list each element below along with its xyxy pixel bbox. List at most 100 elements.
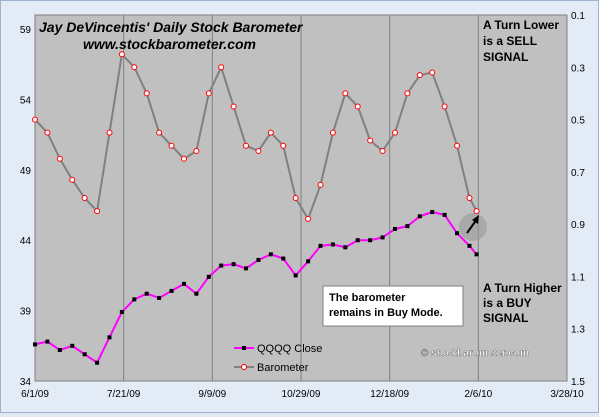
data-point (82, 352, 87, 357)
data-point (342, 90, 349, 97)
x-tick-label: 10/29/09 (282, 389, 321, 400)
y-left-tick-label: 34 (20, 377, 32, 388)
data-point (81, 195, 88, 201)
data-point (168, 142, 175, 149)
data-point (329, 129, 336, 136)
data-point (107, 335, 112, 340)
legend-label-qqqq: QQQQ Close (257, 343, 322, 355)
data-point (417, 214, 422, 219)
y-left-tick-label: 44 (20, 236, 32, 247)
data-point (244, 266, 249, 271)
data-point (430, 210, 435, 215)
y-right-tick-label: 0.3 (571, 63, 585, 74)
data-point (343, 245, 348, 250)
data-point (280, 142, 287, 149)
data-point (404, 90, 411, 97)
data-point (466, 195, 473, 201)
data-point (118, 51, 125, 58)
sell-signal-annotation: A Turn Lower is a SELL SIGNAL (483, 18, 559, 64)
x-tick-label: 3/28/10 (550, 389, 584, 400)
data-point (230, 103, 237, 110)
data-point (218, 64, 225, 71)
data-point (94, 208, 101, 215)
data-point (467, 243, 472, 248)
y-right-tick-label: 1.3 (571, 325, 585, 336)
x-tick-label: 9/9/09 (198, 389, 226, 400)
signal-arrow-icon (459, 213, 487, 241)
data-point (354, 103, 361, 110)
data-point (144, 291, 149, 296)
series-1 (32, 51, 480, 222)
y-left-tick-labels: 34 39 44 49 54 59 (20, 25, 32, 388)
buy-mode-line-2: remains in Buy Mode. (329, 307, 443, 319)
data-point (45, 339, 50, 344)
data-point (181, 281, 186, 286)
x-tick-label: 12/18/09 (370, 389, 409, 400)
buy-mode-box: The barometer remains in Buy Mode. (322, 285, 464, 327)
data-point (379, 147, 386, 154)
y-right-tick-label: 0.7 (571, 168, 585, 179)
data-point (169, 288, 174, 293)
data-point (194, 291, 199, 296)
data-point (219, 263, 224, 268)
data-point (392, 226, 397, 231)
buy-annotation-line-3: SIGNAL (483, 311, 528, 325)
data-point (368, 238, 373, 243)
data-point (69, 176, 76, 183)
data-point (474, 252, 479, 257)
sell-annotation-line-2: is a SELL (483, 34, 537, 48)
data-point (442, 212, 447, 217)
data-point (33, 342, 37, 347)
y-right-tick-labels: 0.1 0.3 0.5 0.7 0.9 1.1 1.3 1.5 (571, 11, 585, 388)
chart-title: Jay DeVincentis' Daily Stock Barometer (39, 19, 304, 35)
y-right-tick-label: 0.1 (571, 11, 585, 22)
data-point (268, 252, 273, 257)
y-right-tick-label: 1.1 (571, 272, 585, 283)
data-point (95, 360, 100, 365)
series-layer (32, 51, 480, 365)
data-point (317, 181, 324, 188)
data-point (454, 142, 461, 149)
legend-label-barometer: Barometer (257, 362, 309, 374)
y-left-tick-label: 59 (20, 25, 32, 36)
sell-annotation-line-3: SIGNAL (483, 50, 528, 64)
buy-annotation-line-2: is a BUY (483, 296, 532, 310)
y-left-tick-label: 39 (20, 307, 32, 318)
data-point (256, 257, 261, 262)
data-point (57, 348, 62, 353)
data-point (306, 259, 311, 264)
data-point (156, 129, 163, 136)
data-point (44, 129, 51, 136)
data-point (330, 242, 335, 247)
data-point (143, 90, 150, 97)
buy-annotation-line-1: A Turn Higher (483, 281, 562, 295)
x-tick-label: 2/6/10 (464, 389, 492, 400)
data-point (473, 208, 480, 215)
chart-subtitle: www.stockbarometer.com (83, 36, 256, 52)
copyright-label: © stockbarometer.com (421, 348, 529, 359)
buy-mode-line-1: The barometer (329, 292, 406, 304)
y-right-tick-label: 0.5 (571, 116, 585, 127)
data-point (231, 262, 236, 267)
data-point (32, 116, 38, 123)
data-point (455, 231, 460, 236)
data-point (318, 243, 323, 248)
data-point (292, 195, 299, 201)
buy-signal-annotation: A Turn Higher is a BUY SIGNAL (483, 281, 562, 325)
data-point (281, 256, 286, 261)
x-tick-labels: 6/1/09 7/21/09 9/9/09 10/29/09 12/18/09 2/6/1… (21, 389, 584, 400)
data-point (132, 297, 137, 302)
y-left-tick-label: 49 (20, 166, 32, 177)
data-point (367, 137, 374, 144)
data-point (255, 147, 262, 154)
data-point (131, 64, 138, 71)
data-point (380, 235, 385, 240)
data-point (416, 72, 423, 79)
data-point (180, 155, 187, 162)
data-point (305, 215, 312, 222)
data-point (441, 103, 448, 110)
data-point (429, 69, 436, 76)
data-point (243, 142, 250, 149)
